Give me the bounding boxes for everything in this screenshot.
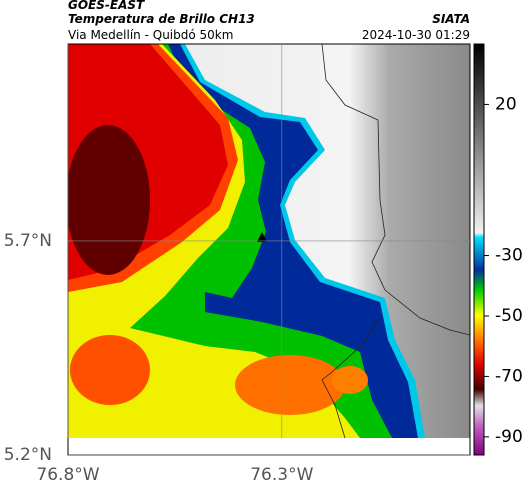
colorbar: [473, 43, 485, 456]
x-tick-label: 76.8°W: [36, 465, 99, 485]
datetime: 2024-10-30 01:29: [362, 28, 470, 42]
colorbar-tick-label: -30: [495, 246, 523, 266]
colorbar-tick-label: -70: [495, 366, 523, 386]
y-tick-label: 5.2°N: [4, 445, 52, 465]
colorbar-tick-label: -50: [495, 306, 523, 326]
route: Via Medellín - Quibdó 50km: [68, 28, 233, 42]
org: SIATA: [432, 12, 470, 26]
satellite-image: [68, 44, 470, 455]
y-tick-label: 5.7°N: [4, 231, 52, 251]
satellite: GOES-EAST: [68, 0, 145, 12]
product: Temperatura de Brillo CH13: [68, 12, 255, 26]
colorbar-tick-label: 20: [495, 94, 517, 114]
x-tick-label: 76.3°W: [250, 465, 313, 485]
colorbar-tick-label: -90: [495, 427, 523, 447]
